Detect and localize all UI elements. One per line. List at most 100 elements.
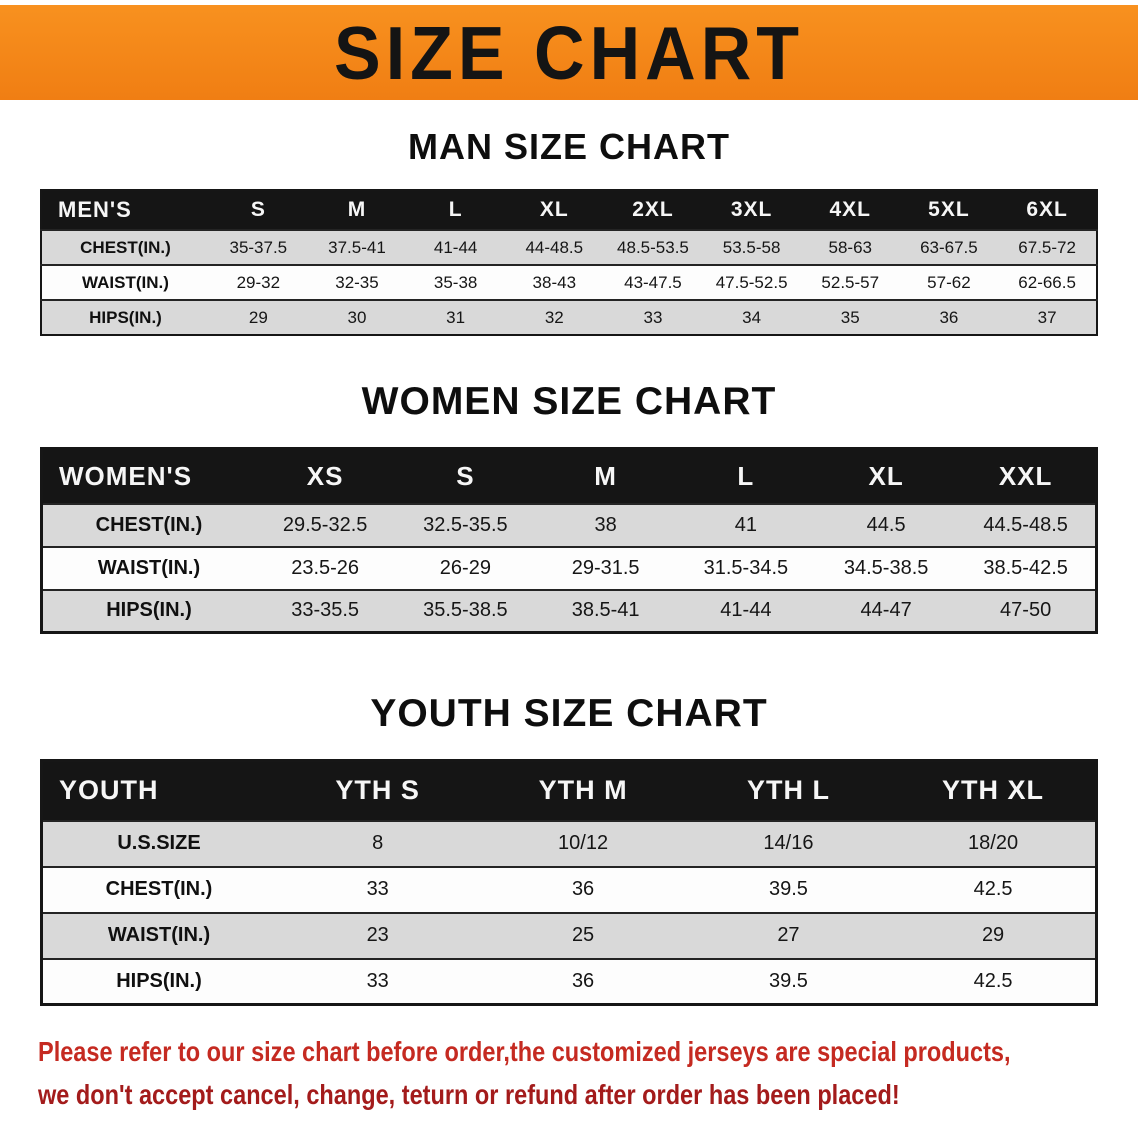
youth-section: YOUTH SIZE CHART YOUTH YTH S YTH M YTH L YTH… <box>0 692 1138 1007</box>
table-row: CHEST(IN.) 29.5-32.5 32.5-35.5 38 41 44.5 44.5… <box>41 502 1097 547</box>
value-cell: 52.5-57 <box>800 264 900 301</box>
value-cell: 37.5-41 <box>307 229 407 266</box>
value-cell: 33-35.5 <box>255 588 396 633</box>
value-cell: 67.5-72 <box>998 229 1097 266</box>
size-header-cell: M <box>594 460 617 491</box>
value-cell: 36 <box>480 957 686 1005</box>
table-header-row: MEN'S S M L XL 2XL 3XL 4XL 5XL 6XL <box>41 190 1097 231</box>
size-header-cell: XS <box>306 460 344 491</box>
women-section-heading: WOMEN SIZE CHART <box>361 380 777 424</box>
size-header-cell: 5XL <box>928 198 970 222</box>
row-label-cell: CHEST(IN.) <box>41 865 275 913</box>
size-header-cell: M <box>347 198 367 222</box>
women-size-table: WOMEN'S XS S M L XL XXL CHEST(IN.) 29.5-32.5 32.5… <box>40 447 1098 635</box>
youth-size-table: YOUTH YTH S YTH M YTH L YTH XL U.S.SIZE 8 10/12… <box>40 759 1098 1007</box>
value-cell: 23 <box>275 911 481 959</box>
size-header-cell: 4XL <box>829 198 872 222</box>
table-header-row: WOMEN'S XS S M L XL XXL <box>41 448 1097 504</box>
table-title-cell: WOMEN'S <box>59 460 193 491</box>
value-cell: 47-50 <box>956 588 1097 633</box>
value-cell: 34.5-38.5 <box>816 545 957 590</box>
table-row: U.S.SIZE 8 10/12 14/16 18/20 <box>41 819 1097 867</box>
value-cell: 42.5 <box>891 865 1097 913</box>
table-row: CHEST(IN.) 33 36 39.5 42.5 <box>41 865 1097 913</box>
size-header-cell: XL <box>868 460 904 491</box>
value-cell: 29 <box>891 911 1097 959</box>
value-cell: 57-62 <box>899 264 999 301</box>
value-cell: 63-67.5 <box>899 229 999 266</box>
value-cell: 29 <box>209 299 308 336</box>
row-label-cell: HIPS(IN.) <box>41 957 275 1005</box>
size-header-cell: XXL <box>998 460 1053 491</box>
value-cell: 25 <box>480 911 686 959</box>
value-cell: 33 <box>275 957 481 1005</box>
value-cell: 44.5-48.5 <box>956 502 1097 547</box>
value-cell: 32.5-35.5 <box>395 502 536 547</box>
value-cell: 8 <box>275 819 481 867</box>
table-row: HIPS(IN.) 33 36 39.5 42.5 <box>41 957 1097 1005</box>
value-cell: 36 <box>899 299 999 336</box>
size-header-cell: L <box>737 460 755 491</box>
value-cell: 58-63 <box>800 229 900 266</box>
size-header-cell: YTH XL <box>942 775 1045 806</box>
table-row: HIPS(IN.) 33-35.5 35.5-38.5 38.5-41 41-44 44-… <box>41 588 1097 633</box>
value-cell: 62-66.5 <box>998 264 1097 301</box>
footer-note-line2: we don't accept cancel, change, teturn o… <box>38 1079 900 1111</box>
row-label-cell: WAIST(IN.) <box>41 264 209 301</box>
value-cell: 38.5-42.5 <box>956 545 1097 590</box>
value-cell: 31.5-34.5 <box>675 545 816 590</box>
footer-note-line1: Please refer to our size chart before or… <box>38 1036 1011 1068</box>
table-row: HIPS(IN.) 29 30 31 32 33 34 35 36 37 <box>41 299 1097 336</box>
size-header-cell: 6XL <box>1026 198 1068 222</box>
table-row: WAIST(IN.) 23.5-26 26-29 29-31.5 31.5-34.5 34… <box>41 545 1097 590</box>
row-label-cell: WAIST(IN.) <box>41 911 275 959</box>
size-header-cell: YTH L <box>746 775 830 806</box>
row-label-cell: HIPS(IN.) <box>41 588 255 633</box>
value-cell: 47.5-52.5 <box>702 264 801 301</box>
table-row: CHEST(IN.) 35-37.5 37.5-41 41-44 44-48.5 48.5… <box>41 229 1097 266</box>
value-cell: 38-43 <box>504 264 604 301</box>
value-cell: 36 <box>480 865 686 913</box>
banner-title: SIZE CHART <box>334 10 804 95</box>
value-cell: 48.5-53.5 <box>603 229 703 266</box>
row-label-cell: U.S.SIZE <box>41 819 275 867</box>
value-cell: 44-47 <box>816 588 957 633</box>
youth-section-heading: YOUTH SIZE CHART <box>370 692 768 736</box>
size-header-cell: XL <box>539 198 569 222</box>
value-cell: 32-35 <box>307 264 407 301</box>
men-size-table: MEN'S S M L XL 2XL 3XL 4XL 5XL 6XL CHEST(IN.) 35-37… <box>40 189 1098 337</box>
value-cell: 43-47.5 <box>603 264 703 301</box>
value-cell: 31 <box>406 299 505 336</box>
value-cell: 35-37.5 <box>209 229 308 266</box>
value-cell: 29-32 <box>209 264 308 301</box>
row-label-cell: CHEST(IN.) <box>41 502 255 547</box>
value-cell: 41-44 <box>675 588 816 633</box>
size-chart-banner: SIZE CHART <box>0 5 1138 100</box>
value-cell: 35 <box>800 299 900 336</box>
table-title-cell: MEN'S <box>58 197 132 223</box>
table-row: WAIST(IN.) 29-32 32-35 35-38 38-43 43-47.5 47.… <box>41 264 1097 301</box>
value-cell: 33 <box>603 299 703 336</box>
value-cell: 27 <box>685 911 892 959</box>
value-cell: 38.5-41 <box>535 588 676 633</box>
value-cell: 38 <box>535 502 676 547</box>
value-cell: 37 <box>998 299 1097 336</box>
men-section-heading: MAN SIZE CHART <box>408 126 730 167</box>
value-cell: 41 <box>675 502 816 547</box>
footer-note: Please refer to our size chart before or… <box>38 1030 1138 1116</box>
women-section: WOMEN SIZE CHART WOMEN'S XS S M L XL XXL CHEST(… <box>0 380 1138 635</box>
size-header-cell: S <box>456 460 475 491</box>
value-cell: 39.5 <box>685 957 892 1005</box>
value-cell: 34 <box>702 299 801 336</box>
value-cell: 23.5-26 <box>255 545 396 590</box>
size-header-cell: 3XL <box>730 198 773 222</box>
value-cell: 42.5 <box>891 957 1097 1005</box>
table-title-cell: YOUTH <box>59 775 159 806</box>
value-cell: 44-48.5 <box>504 229 604 266</box>
men-section: MAN SIZE CHART MEN'S S M L XL 2XL 3XL 4XL 5XL 6XL… <box>0 126 1138 337</box>
value-cell: 35-38 <box>406 264 505 301</box>
value-cell: 41-44 <box>406 229 505 266</box>
table-row: WAIST(IN.) 23 25 27 29 <box>41 911 1097 959</box>
size-header-cell: 2XL <box>632 198 674 222</box>
row-label-cell: WAIST(IN.) <box>41 545 255 590</box>
